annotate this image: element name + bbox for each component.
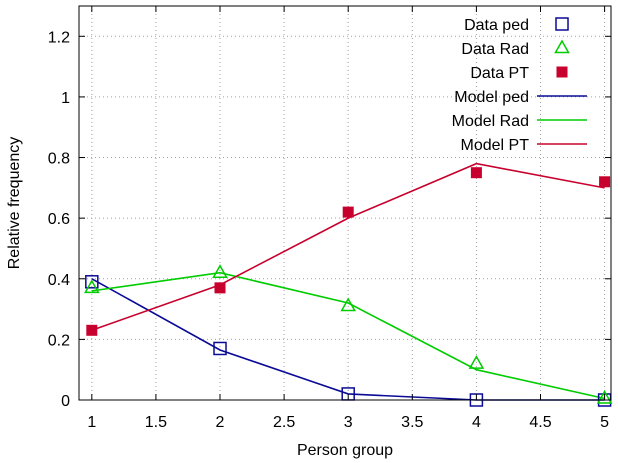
legend-label: Data PT	[470, 65, 529, 82]
data-point-data-pt	[214, 282, 226, 294]
series-layer	[84, 162, 613, 407]
series-data-pt	[86, 167, 611, 336]
grid-layer	[79, 6, 611, 401]
legend-label: Model ped	[454, 89, 529, 106]
y-axis-title: Relative frequency	[6, 137, 23, 270]
plot-frame	[78, 5, 612, 401]
series-data-rad	[84, 264, 613, 404]
legend: Data ped Data Rad Data PT Model ped Model Ra…	[452, 17, 587, 154]
legend-item-model-pt: Model PT	[461, 137, 587, 154]
y-tick-label: 0.2	[48, 332, 70, 349]
data-point-data-rad	[340, 297, 356, 312]
data-point-data-pt	[342, 206, 354, 218]
legend-marker-sample	[555, 17, 569, 31]
x-tick-label: 2.5	[273, 414, 295, 431]
y-tick-label: 1.2	[48, 29, 70, 46]
x-tick-label: 4.5	[529, 414, 551, 431]
x-axis-title: Person group	[297, 442, 393, 459]
x-tick-label: 4	[472, 414, 481, 431]
legend-label: Model Rad	[452, 113, 529, 130]
legend-item-data-rad: Data Rad	[461, 39, 570, 58]
y-tick-label: 0.4	[48, 272, 70, 289]
y-tick-label: 1	[61, 90, 70, 107]
legend-item-data-pt: Data PT	[470, 65, 568, 82]
data-point-data-rad	[212, 264, 228, 278]
legend-item-data-ped: Data ped	[464, 17, 569, 34]
y-tick-label: 0.8	[48, 151, 70, 168]
legend-item-model-ped: Model ped	[454, 89, 587, 106]
data-point-data-pt	[470, 167, 482, 179]
x-tick-label: 3	[344, 414, 353, 431]
series-model-rad	[91, 271, 605, 400]
legend-item-model-rad: Model Rad	[452, 113, 587, 130]
data-point-data-rad	[84, 279, 100, 294]
legend-marker-sample	[554, 39, 570, 54]
x-tick-label: 2	[216, 414, 225, 431]
series-model-pt	[91, 162, 605, 332]
legend-label: Data ped	[464, 17, 529, 34]
legend-label: Data Rad	[461, 41, 529, 58]
y-tick-label: 0	[61, 393, 70, 410]
x-tick-label: 3.5	[401, 414, 423, 431]
data-point-data-pt	[599, 176, 611, 188]
data-point-data-pt	[86, 324, 98, 336]
data-point-data-ped	[85, 275, 99, 289]
x-tick-label: 1	[87, 414, 96, 431]
y-tick-label: 0.6	[48, 211, 70, 228]
series-line-model-pt	[91, 162, 605, 332]
legend-marker-sample	[556, 66, 568, 78]
axis-layer: 1 1.5 2 2.5 3 3.5 4 4.5 5 0 0.2 0.4 0.6 0.8 1 1.2	[48, 6, 611, 431]
x-tick-label: 1.5	[145, 414, 167, 431]
data-point-data-ped	[213, 341, 227, 356]
series-line-model-rad	[91, 271, 605, 400]
data-point-data-rad	[468, 355, 485, 369]
data-point-data-rad	[596, 389, 613, 404]
legend-label: Model PT	[461, 137, 530, 154]
x-tick-label: 5	[600, 414, 609, 431]
